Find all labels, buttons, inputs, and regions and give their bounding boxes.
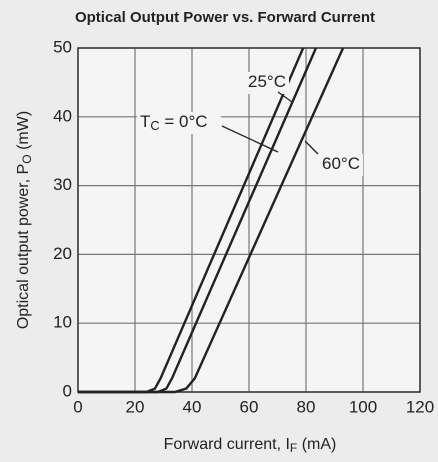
annotation: 60°C xyxy=(322,154,360,173)
x-axis-label-part: Forward current, I xyxy=(164,436,290,453)
annotation-part: 60°C xyxy=(322,154,360,173)
x-axis-label-part: F xyxy=(290,441,297,455)
annotation-bg xyxy=(137,112,221,134)
x-tick-label: 60 xyxy=(240,397,259,416)
chart-title: Optical Output Power vs. Forward Current xyxy=(75,9,375,26)
x-tick-label: 120 xyxy=(406,397,434,416)
y-axis-label-part: Optical output power, P xyxy=(15,164,32,329)
x-tick-label: 20 xyxy=(126,397,145,416)
y-axis-label-part: O xyxy=(20,154,34,163)
annotation: TC = 0°C xyxy=(140,112,208,133)
y-tick-label: 0 xyxy=(63,381,72,400)
annotation-part: C xyxy=(150,118,159,133)
x-axis-label: Forward current, IF (mA) xyxy=(164,436,337,455)
x-axis-label-part: (mA) xyxy=(297,436,336,453)
annotation-arrow xyxy=(277,91,293,103)
annotation-arrow xyxy=(304,140,319,155)
y-tick-label: 10 xyxy=(53,313,72,332)
y-tick-label: 50 xyxy=(53,37,72,56)
y-tick-label: 30 xyxy=(53,175,72,194)
plot-frame xyxy=(77,47,421,393)
y-axis-label: Optical output power, PO (mW) xyxy=(15,111,34,329)
annotation-bg xyxy=(245,72,289,94)
annotation-arrow xyxy=(221,125,279,153)
x-tick-label: 80 xyxy=(297,397,316,416)
x-tick-label: 100 xyxy=(349,397,377,416)
y-tick-label: 40 xyxy=(53,106,72,125)
x-tick-label: 0 xyxy=(73,397,82,416)
y-axis-label-part: (mW) xyxy=(15,111,32,155)
series-line xyxy=(78,47,345,394)
annotation-part: T xyxy=(140,112,150,131)
annotation-bg xyxy=(319,154,363,176)
annotation-part: 25°C xyxy=(248,72,286,91)
annotation: 25°C xyxy=(248,72,286,91)
x-tick-label: 40 xyxy=(183,397,202,416)
y-tick-label: 20 xyxy=(53,244,72,263)
annotation-part: = 0°C xyxy=(160,112,208,131)
